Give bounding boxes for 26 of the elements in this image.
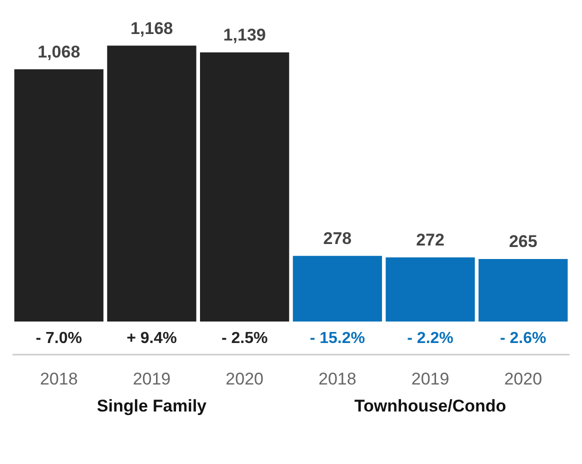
text: - 2.2%: [407, 330, 454, 348]
text: Townhouse/Condo: [354, 396, 506, 416]
data-label: 1,139: [223, 26, 266, 45]
text: - 2.5%: [221, 330, 268, 348]
text: Single Family: [96, 396, 208, 416]
x-tick-label: 2020: [226, 369, 264, 388]
bar: [107, 46, 196, 322]
bar: [14, 69, 104, 322]
x-tick-label: 2019: [132, 369, 171, 388]
data-label: 278: [323, 229, 352, 248]
data-label: 1,168: [130, 18, 173, 38]
text: - 2.6%: [500, 330, 546, 348]
data-label: 272: [416, 230, 444, 250]
text: - 15.2%: [310, 330, 365, 348]
x-tick-label: 2018: [318, 369, 356, 388]
bar: [292, 256, 382, 322]
x-tick-label: 2019: [411, 369, 450, 388]
bar: [478, 258, 568, 322]
bar: [200, 52, 290, 322]
x-tick-label: 2020: [504, 369, 542, 388]
x-tick-label: 2018: [40, 369, 78, 388]
data-label: 265: [508, 232, 538, 252]
bar: [386, 257, 475, 322]
text: - 7.0%: [36, 330, 82, 348]
text: + 9.4%: [126, 330, 177, 348]
data-label: 1,068: [38, 42, 80, 62]
